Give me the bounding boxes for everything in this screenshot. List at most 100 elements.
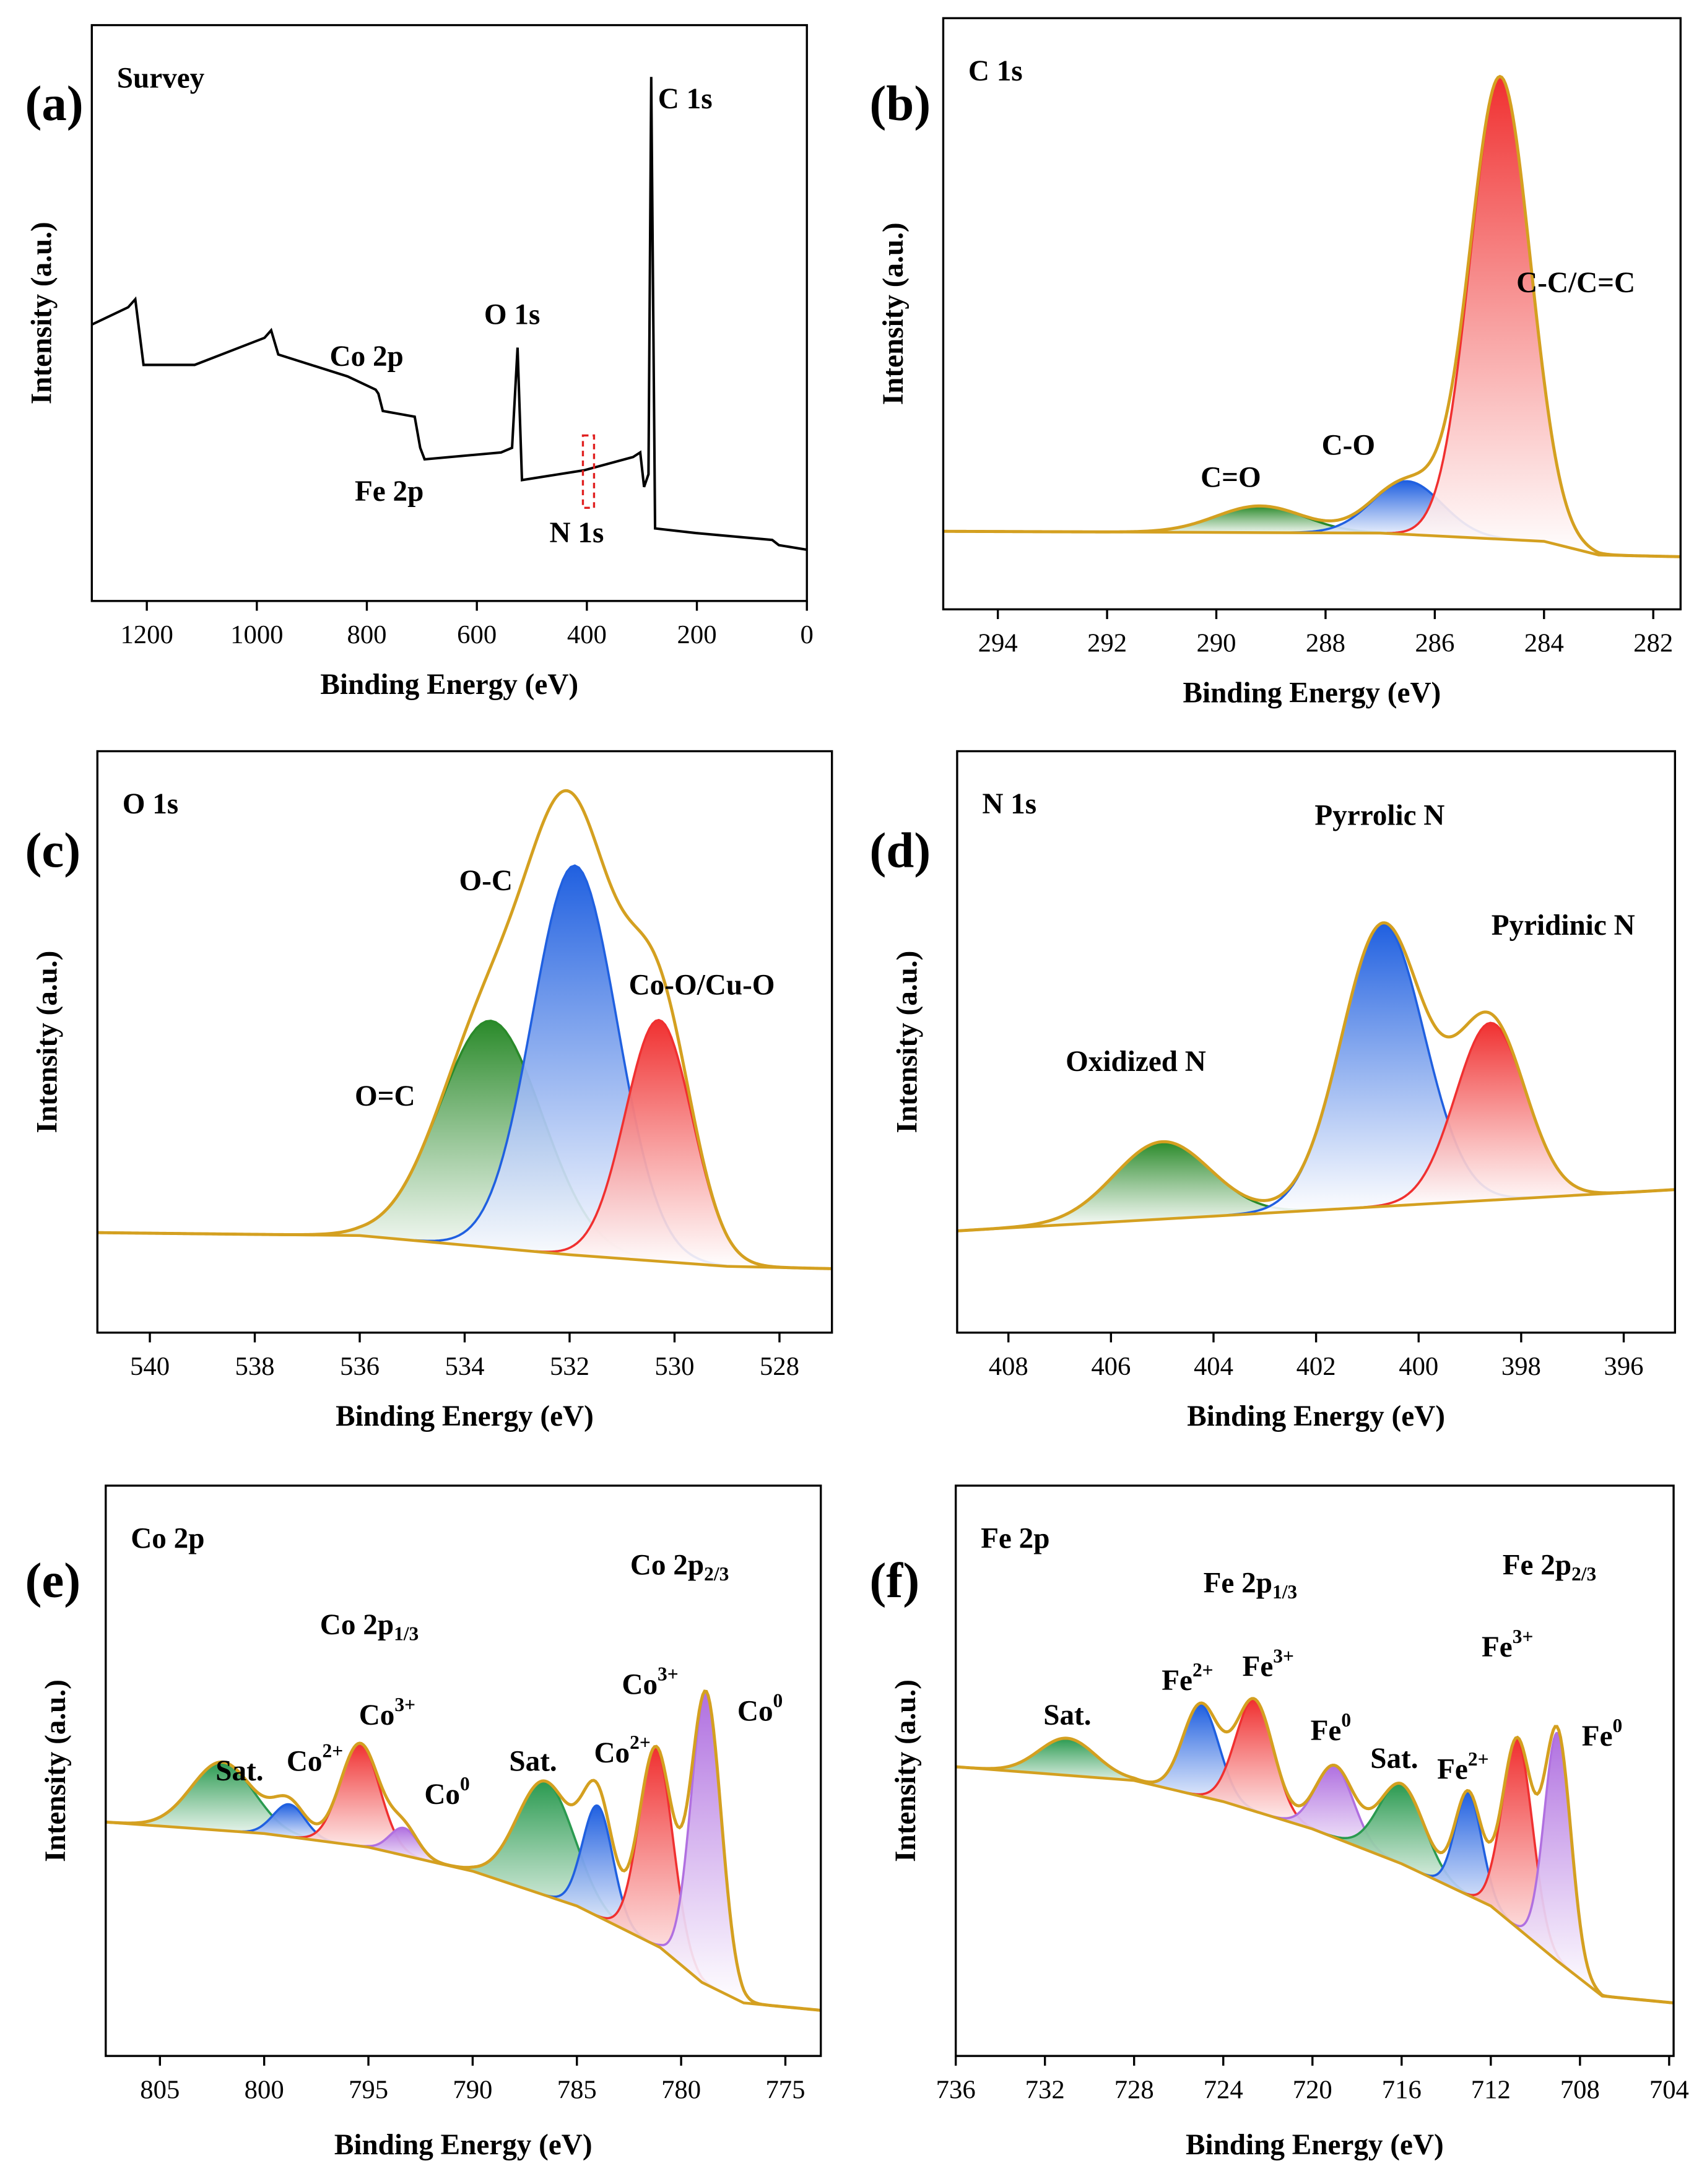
peak-component [981,1142,1343,1230]
panel-title: O 1s [123,788,178,820]
y-axis-label: Intensity (a.u.) [26,222,58,404]
peak-label: Fe2+ [1437,1748,1488,1786]
panel-title: C 1s [968,55,1023,87]
x-tick-label: 708 [1560,2075,1600,2104]
x-tick-label: 785 [557,2075,597,2104]
x-tick-label: 724 [1204,2075,1243,2104]
peak-label: Fe2+ [1162,1659,1213,1697]
y-axis-label: Intensity (a.u.) [890,1679,922,1862]
peak-label: Sat. [509,1745,557,1777]
peak-component [593,1748,720,1991]
envelope [105,1689,821,2012]
peak-label: Oxidized N [1066,1046,1206,1078]
y-axis-label: Intensity (a.u.) [877,222,910,405]
envelope [97,789,832,1270]
plot-area [92,77,807,552]
axes-frame [105,1484,822,2057]
x-tick-label: 534 [445,1352,484,1381]
peak-label: Pyrrolic N [1314,799,1444,831]
x-tick-label: 720 [1293,2075,1332,2104]
axes-frame [96,750,833,1334]
panel-title: N 1s [982,788,1036,820]
region-label: Fe 2p2/3 [1503,1549,1597,1585]
panel-letter: (a) [25,76,83,131]
x-tick-label: 402 [1297,1352,1336,1381]
axes-frame [90,24,808,602]
x-tick-label: 532 [550,1352,589,1381]
peak-label: Co-O/Cu-O [629,969,775,1001]
envelope [955,1697,1674,2004]
x-tick-label: 398 [1501,1352,1541,1381]
x-tick-label: 294 [978,629,1018,658]
x-tick-label: 600 [457,620,497,649]
plot-area [943,74,1681,558]
panel: (f) Fe 2p Binding Energy (eV) Intensity (a.… [869,1484,1689,2161]
panel-letter: (e) [25,1553,80,1608]
x-tick-label: 790 [453,2075,492,2104]
x-axis-label: Binding Energy (eV) [1183,677,1441,709]
peak-annotation: O 1s [484,298,540,331]
peak-label: Pyridinic N [1492,909,1635,942]
x-tick-label: 1000 [230,620,283,649]
panel-letter: (c) [25,823,80,878]
peak-label: O-C [459,865,512,897]
x-tick-label: 736 [936,2075,976,2104]
plot-area [957,921,1675,1233]
x-axis-label: Binding Energy (eV) [1187,1400,1445,1432]
peak-label: Fe3+ [1482,1626,1533,1663]
peak-component [960,1738,1175,1790]
x-tick-label: 728 [1114,2075,1154,2104]
x-tick-label: 288 [1306,629,1345,658]
panel-title: Survey [117,62,205,94]
x-tick-label: 780 [661,2075,701,2104]
x-tick-label: 396 [1604,1352,1643,1381]
panel: (e) Co 2p Binding Energy (eV) Intensity (a.… [25,1484,822,2161]
peak-component [1276,481,1539,542]
panel-title: Co 2p [131,1523,204,1555]
peak-label: Co3+ [359,1694,415,1731]
peak-label: Sat. [1043,1699,1091,1731]
peak-component [229,1804,350,1845]
peak-label: Co0 [424,1773,469,1811]
background [105,1821,821,2012]
peak-component [1386,78,1614,555]
x-tick-label: 408 [989,1352,1028,1381]
plot-area [955,1697,1674,2004]
peak-label: O=C [355,1080,415,1112]
peak-label: Fe3+ [1243,1645,1294,1683]
x-tick-label: 775 [765,2075,805,2104]
x-tick-label: 716 [1382,2075,1422,2104]
x-tick-label: 538 [235,1352,274,1381]
peak-component [1227,924,1539,1216]
x-tick-label: 282 [1633,629,1673,658]
spectrum [92,77,807,552]
peak-component [532,1020,785,1268]
x-tick-label: 732 [1025,2075,1065,2104]
x-tick-label: 540 [130,1352,170,1381]
peak-label: C-O [1322,429,1375,461]
y-axis-label: Intensity (a.u.) [32,951,64,1133]
x-tick-label: 805 [140,2075,180,2104]
peak-label: Fe0 [1582,1715,1622,1753]
panel-letter: (b) [869,76,931,131]
region-label: Co 2p2/3 [630,1549,729,1585]
x-tick-label: 536 [340,1352,380,1381]
panel: (b) C 1s Binding Energy (eV) Intensity (a.u… [869,17,1682,709]
peak-label: Sat. [1370,1743,1418,1775]
x-tick-label: 292 [1087,629,1127,658]
envelope [957,921,1675,1233]
peak-annotation: Co 2p [330,340,404,373]
y-axis-label: Intensity (a.u.) [40,1679,72,1862]
peak-label: Co0 [737,1690,783,1728]
x-tick-label: 400 [567,620,607,649]
peak-annotation: N 1s [550,517,604,549]
x-tick-label: 284 [1524,629,1564,658]
x-tick-label: 1200 [120,620,173,649]
axes-frame [954,1484,1675,2057]
peak-label: Co2+ [287,1740,343,1778]
x-tick-label: 200 [677,620,717,649]
x-tick-label: 528 [760,1352,799,1381]
x-tick-label: 290 [1196,629,1236,658]
panel: (c) O 1s Binding Energy (eV) Intensity (a.u… [25,750,833,1432]
